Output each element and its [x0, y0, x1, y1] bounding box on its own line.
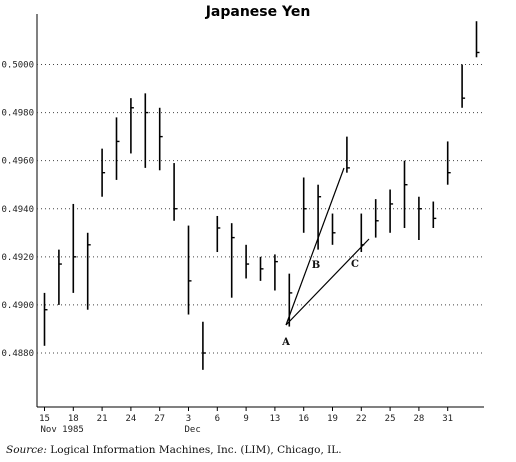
x-tick-label: 21 — [97, 414, 108, 424]
trendline-ab — [285, 167, 345, 326]
x-tick-label: 6 — [215, 414, 220, 424]
ohlc-bar — [259, 256, 264, 281]
ohlc-bar — [245, 244, 250, 279]
ohlc-bar — [475, 21, 480, 58]
y-tick-label: 0.4900 — [1, 301, 34, 311]
ohlc-bar — [403, 160, 408, 228]
ohlc-bar — [374, 199, 379, 238]
ohlc-bar — [187, 225, 192, 315]
source-text: Logical Information Machines, Inc. (LIM)… — [50, 444, 342, 456]
x-tick-label: 22 — [356, 414, 367, 424]
grid-lines — [37, 64, 484, 354]
x-tick-labels: 15 18 21 24 27 3 6 9 13 16 19 22 25 28 31 Nov 1985 Dec — [39, 407, 453, 435]
point-annotations: A B C — [281, 259, 359, 348]
ohlc-bar — [58, 249, 62, 305]
x-tick-label: 24 — [125, 414, 136, 424]
x-tick-label: 18 — [68, 414, 79, 424]
ohlc-bar — [461, 64, 466, 108]
x-tick-label: 3 — [186, 414, 191, 424]
ohlc-bar — [144, 93, 149, 168]
ohlc-bar — [86, 232, 91, 310]
x-tick-label: 27 — [154, 414, 165, 424]
ohlc-bar — [115, 117, 120, 180]
ohlc-bar — [274, 254, 278, 291]
ohlc-bar — [202, 321, 206, 370]
ohlc-bar — [130, 98, 134, 154]
price-chart: Japanese Yen 0.48800.49000.49200.49400.4… — [1, 4, 484, 435]
x-tick-label: 9 — [243, 414, 248, 424]
ohlc-bars — [43, 21, 480, 370]
ohlc-bar — [331, 213, 336, 245]
annotation-label: A — [281, 337, 290, 348]
ohlc-bar — [418, 196, 422, 241]
ohlc-bar — [43, 292, 48, 346]
ohlc-bar — [230, 223, 235, 298]
x-tick-label: 15 — [39, 414, 50, 424]
ohlc-bar — [317, 184, 322, 250]
source-note: Source: Logical Information Machines, In… — [6, 444, 342, 456]
y-tick-label: 0.4940 — [1, 205, 34, 215]
ohlc-bar — [432, 201, 437, 228]
x-tick-label: 19 — [327, 414, 338, 424]
annotation-label: B — [312, 260, 320, 271]
y-tick-label: 0.4980 — [1, 109, 34, 119]
x-tick-label: 16 — [298, 414, 309, 424]
x-tick-label: 25 — [385, 414, 396, 424]
chart-title: Japanese Yen — [205, 4, 311, 20]
ohlc-bar — [158, 107, 163, 171]
ohlc-bar — [72, 203, 77, 293]
source-label: Source: — [6, 444, 47, 456]
ohlc-bar — [216, 215, 221, 253]
ohlc-bar — [302, 177, 307, 233]
ohlc-bar — [101, 148, 106, 197]
x-tick-label: 13 — [269, 414, 280, 424]
y-tick-label: 0.5000 — [1, 61, 34, 71]
x-sublabel-month: Dec — [185, 425, 201, 435]
ohlc-bar — [173, 163, 178, 221]
ohlc-bar — [346, 136, 350, 173]
y-tick-label: 0.4960 — [1, 157, 34, 167]
ohlc-bar — [389, 189, 394, 233]
y-tick-labels: 0.4880 0.4900 0.4920 0.4940 0.4960 0.4980 0.50… — [1, 61, 34, 360]
y-tick-label: 0.4920 — [1, 253, 34, 263]
x-tick-label: 28 — [413, 414, 424, 424]
y-tick-label: 0.4880 — [1, 349, 34, 359]
ohlc-bar — [446, 141, 451, 185]
x-tick-label: 31 — [442, 414, 453, 424]
trendlines — [285, 167, 370, 326]
x-sublabel-month: Nov 1985 — [41, 425, 84, 435]
trendline-ac — [285, 238, 370, 326]
annotation-label: C — [351, 259, 359, 270]
